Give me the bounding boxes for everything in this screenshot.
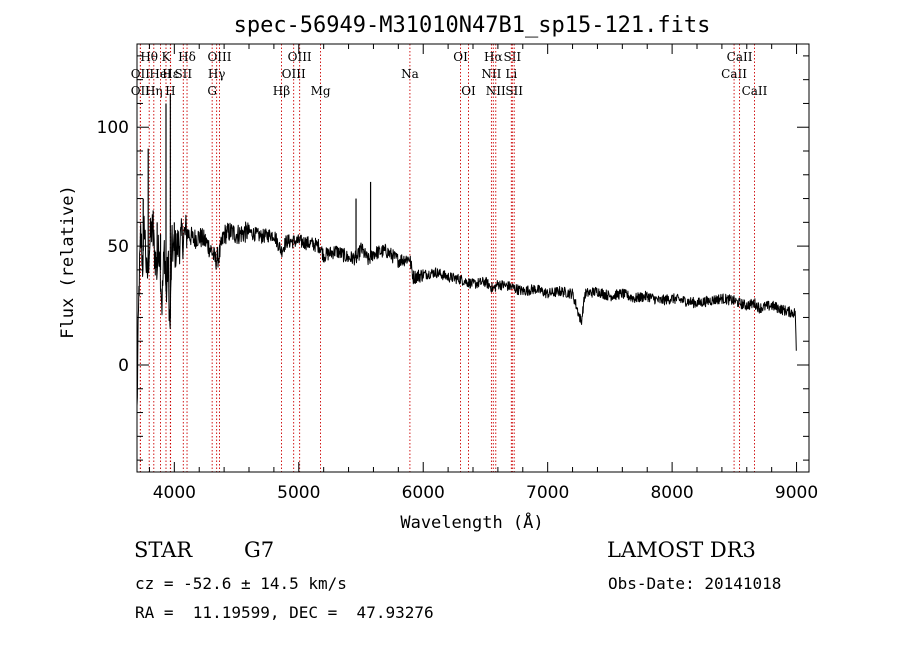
y-tick-label: 50 xyxy=(107,237,129,257)
x-tick-label: 8000 xyxy=(650,483,693,503)
line-marker-label: SII xyxy=(505,84,523,98)
line-marker-label: CaII xyxy=(727,50,753,64)
coordinates: RA = 11.19599, DEC = 47.93276 xyxy=(135,603,434,622)
line-marker-label: Hδ xyxy=(178,50,196,64)
line-marker-label: Na xyxy=(401,67,419,81)
y-tick-label: 100 xyxy=(97,118,129,138)
x-tick-label: 4000 xyxy=(153,483,196,503)
line-marker-label: Hθ xyxy=(140,50,158,64)
y-axis-label: Flux (relative) xyxy=(58,185,78,339)
line-marker-label: K xyxy=(162,50,172,64)
line-marker-label: NII xyxy=(481,67,501,81)
line-marker-label: HeI xyxy=(149,67,172,81)
object-class: STAR xyxy=(134,538,193,562)
object-subclass: G7 xyxy=(244,538,275,562)
line-marker-label: NII xyxy=(486,84,506,98)
line-marker-label: OI xyxy=(461,84,476,98)
flux-series-line xyxy=(136,214,797,406)
line-marker-label: SII xyxy=(174,67,192,81)
line-marker-label: OI xyxy=(453,50,468,64)
line-marker-label: G xyxy=(207,84,217,98)
observation-date: Obs-Date: 20141018 xyxy=(608,574,782,593)
survey-name: LAMOST DR3 xyxy=(607,538,756,562)
line-marker-label: Li xyxy=(505,67,517,81)
series-layer xyxy=(136,93,797,406)
plot-frame xyxy=(136,43,810,473)
y-tick-label: 0 xyxy=(118,356,129,376)
line-marker-label: Hγ xyxy=(208,67,226,81)
axis-ticks: 4000 5000 6000 7000 8000 9000 0 50 100 xyxy=(97,44,818,503)
line-marker-label: Mg xyxy=(311,84,331,98)
line-marker-label: Hβ xyxy=(273,84,290,98)
line-marker-label: Hε xyxy=(162,67,179,81)
line-marker-label: CaII xyxy=(742,84,768,98)
x-tick-label: 7000 xyxy=(526,483,569,503)
line-marker-label: OIII xyxy=(288,50,312,64)
line-marker-label: Hη xyxy=(145,84,163,98)
line-marker-label: CaII xyxy=(721,67,747,81)
x-axis-label: Wavelength (Å) xyxy=(400,511,543,533)
chart-title: spec-56949-M31010N47B1_sp15-121.fits xyxy=(234,13,711,38)
line-marker-label: SII xyxy=(503,50,521,64)
line-marker-label: Hα xyxy=(484,50,503,64)
redshift-value: cz = -52.6 ± 14.5 km/s xyxy=(135,574,347,593)
line-markers: OIIOIIHθHηHeIKHHεSIIHδGHγOIIIHβOIIIOIIIM… xyxy=(131,44,768,472)
x-tick-label: 9000 xyxy=(775,483,818,503)
x-tick-label: 5000 xyxy=(277,483,320,503)
line-marker-label: OIII xyxy=(282,67,306,81)
line-marker-label: OII xyxy=(131,84,151,98)
line-marker-label: OII xyxy=(131,67,151,81)
line-marker-label: OIII xyxy=(207,50,231,64)
x-tick-label: 6000 xyxy=(402,483,445,503)
